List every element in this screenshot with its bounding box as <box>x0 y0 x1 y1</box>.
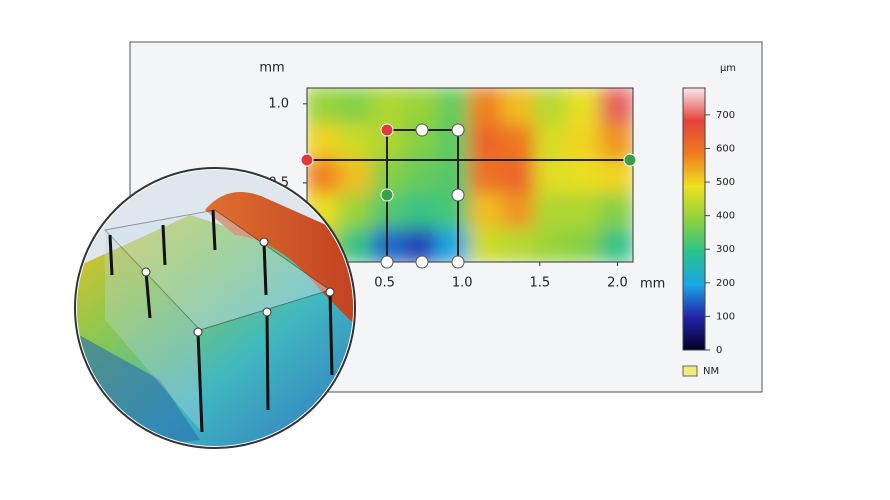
heatmap-cells <box>307 88 633 262</box>
pillar-cap <box>262 307 272 317</box>
pillar <box>196 331 204 433</box>
point <box>451 255 465 269</box>
y-unit: mm <box>259 61 284 76</box>
pillar-cap <box>259 237 269 247</box>
heat-cell <box>599 226 633 262</box>
heat-cell <box>534 156 569 194</box>
pillar-cap <box>325 287 335 297</box>
pillar-cap <box>141 267 151 277</box>
pillar <box>211 209 217 251</box>
heat-cell <box>436 226 471 262</box>
heat-cell <box>307 88 341 124</box>
heat-cell <box>501 88 537 124</box>
heat-cell <box>403 191 439 229</box>
pillar <box>144 271 152 319</box>
heat-cell <box>469 121 504 159</box>
heat-cell <box>338 156 374 194</box>
heat-cell <box>403 156 439 194</box>
colorbar-tick-label: 100 <box>716 311 735 322</box>
legend-label: NM <box>703 366 719 377</box>
point <box>380 123 394 137</box>
heat-cell <box>469 226 504 262</box>
x-tick-label: 1.0 <box>452 276 473 291</box>
colorbar-tick-label: 400 <box>716 211 735 222</box>
x-tick-label: 0.5 <box>374 276 395 291</box>
colorbar-tick-label: 600 <box>716 143 735 154</box>
heat-cell <box>501 226 537 262</box>
heat-cell <box>534 121 569 159</box>
heat-cell <box>469 156 504 194</box>
heat-cell <box>338 121 374 159</box>
heat-cell <box>566 191 602 229</box>
x-tick-label: 1.5 <box>530 276 551 291</box>
heat-cell <box>599 88 633 124</box>
surface-ridge <box>205 192 353 330</box>
colorbar <box>682 87 706 351</box>
heat-cell <box>338 191 374 229</box>
colorbar-tick-label: 0 <box>716 345 722 356</box>
heatmap <box>307 88 633 262</box>
point <box>380 255 394 269</box>
colorbar-tick-label: 300 <box>716 244 735 255</box>
heat-cell <box>534 191 569 229</box>
point <box>623 153 637 167</box>
profile-overlay <box>300 123 637 269</box>
heat-cell <box>501 121 537 159</box>
colorbar-tick-label: 500 <box>716 177 735 188</box>
heat-cell <box>307 121 341 159</box>
point <box>380 188 394 202</box>
heat-cell <box>436 88 471 124</box>
colorbar-tick-label: 200 <box>716 278 735 289</box>
surface-inset <box>74 167 356 449</box>
heat-cell <box>534 88 569 124</box>
pillar <box>108 234 114 276</box>
y-tick-label: 1.0 <box>268 96 289 111</box>
heat-cell <box>501 156 537 194</box>
x-unit: mm <box>640 277 665 292</box>
heat-cell <box>599 121 633 159</box>
heat-cell <box>338 88 374 124</box>
heat-cell <box>469 191 504 229</box>
heat-cell <box>566 121 602 159</box>
heat-cell <box>534 226 569 262</box>
pillar <box>262 241 268 296</box>
heat-cell <box>403 88 439 124</box>
point <box>451 188 465 202</box>
point <box>451 123 465 137</box>
glass-side <box>105 230 200 430</box>
heat-cell <box>566 226 602 262</box>
heat-cell <box>501 191 537 229</box>
pillar <box>265 311 270 411</box>
colorbar-tick-label: 700 <box>716 110 735 121</box>
point <box>415 255 429 269</box>
heat-cell <box>371 156 406 194</box>
heat-cell <box>371 88 406 124</box>
point <box>300 153 314 167</box>
pillar <box>161 224 167 266</box>
heat-cell <box>566 88 602 124</box>
plot-frame <box>306 87 634 263</box>
pillar <box>328 291 334 376</box>
legend-swatch <box>682 365 698 377</box>
heat-cell <box>436 156 471 194</box>
heat-cell <box>599 191 633 229</box>
color-unit: µm <box>720 63 736 74</box>
pillar-cap <box>193 327 203 337</box>
heat-cell <box>566 156 602 194</box>
heat-cell <box>469 88 504 124</box>
point <box>415 123 429 137</box>
x-tick-label: 2.0 <box>607 276 628 291</box>
